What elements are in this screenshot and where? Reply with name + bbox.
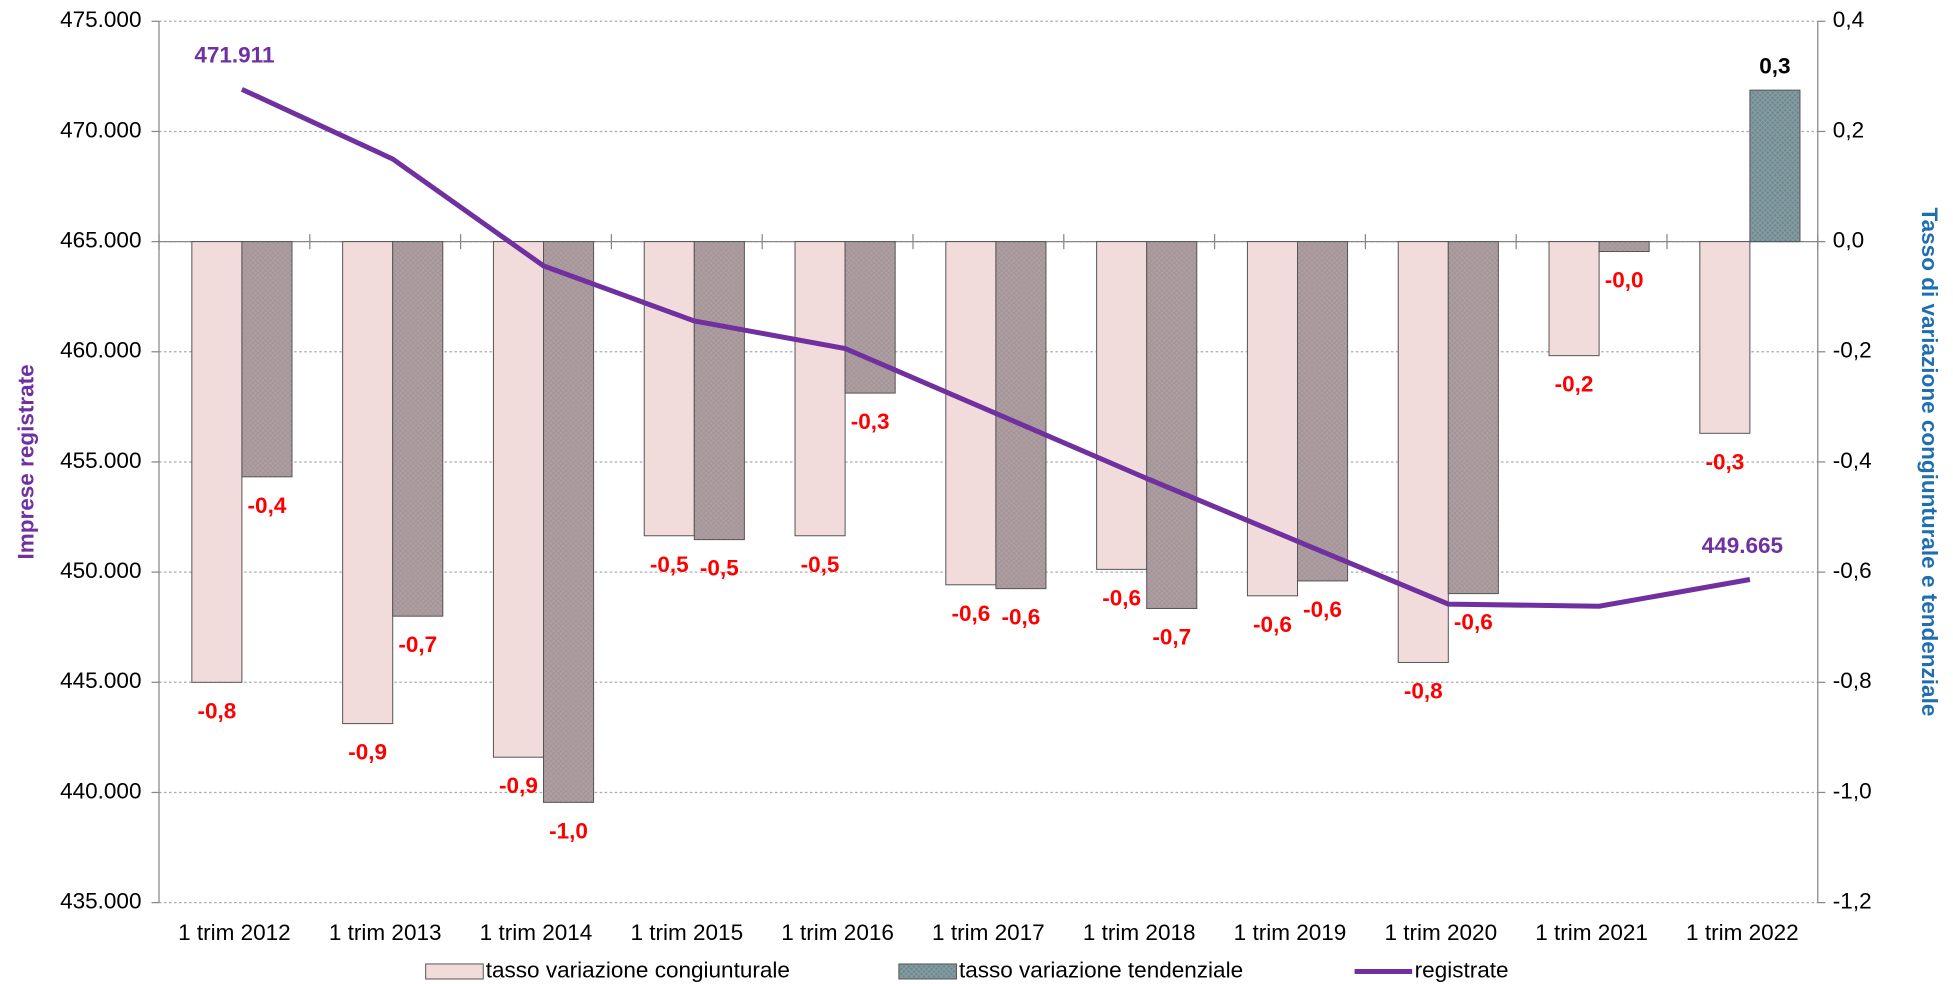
data-label: -0,6 xyxy=(1102,585,1141,610)
y2-tick-label: 0,0 xyxy=(1833,228,1864,253)
y-tick-label: 440.000 xyxy=(60,778,141,803)
line xyxy=(240,87,1751,609)
y-tick-label: 470.000 xyxy=(60,117,141,142)
data-label: -0,5 xyxy=(700,556,739,581)
legend-swatch xyxy=(898,963,957,980)
data-label: -0,6 xyxy=(1454,610,1493,635)
y2-tick-label: -1,2 xyxy=(1833,889,1872,914)
data-label: -0,7 xyxy=(1152,624,1191,649)
legend-swatch xyxy=(425,963,484,980)
data-label: -0,3 xyxy=(851,409,890,434)
y2-tick-label: -0,8 xyxy=(1833,668,1872,693)
bar xyxy=(191,241,243,683)
x-tick-label: 1 trim 2021 xyxy=(1535,920,1648,945)
data-label: -0,2 xyxy=(1555,372,1594,397)
y-tick-label: 475.000 xyxy=(60,7,141,32)
bar xyxy=(1447,241,1499,595)
bar xyxy=(1146,241,1198,609)
data-label: -0,8 xyxy=(1404,678,1443,703)
bar xyxy=(241,241,293,478)
data-label: -0,6 xyxy=(1002,605,1041,630)
y2-tick-label: 0,2 xyxy=(1833,117,1864,142)
bar xyxy=(643,241,695,537)
x-tick-label: 1 trim 2013 xyxy=(329,920,442,945)
x-tick-label: 1 trim 2014 xyxy=(480,920,593,945)
x-tick-label: 1 trim 2019 xyxy=(1234,920,1347,945)
data-label: -0,5 xyxy=(801,552,840,577)
bar xyxy=(342,241,394,725)
legend-label: tasso variazione tendenziale xyxy=(959,957,1243,982)
bar xyxy=(1296,241,1349,582)
y-tick-label: 455.000 xyxy=(60,448,141,473)
bar xyxy=(1699,241,1751,434)
bar xyxy=(1096,241,1148,570)
data-label: 471.911 xyxy=(194,43,274,68)
bar xyxy=(945,241,997,586)
y2-tick-label: -0,2 xyxy=(1833,338,1872,363)
x-tick-label: 1 trim 2012 xyxy=(178,920,291,945)
x-tick-label: 1 trim 2018 xyxy=(1083,920,1196,945)
y-tick-label: 460.000 xyxy=(60,338,141,363)
bar xyxy=(492,241,545,758)
data-label: -0,4 xyxy=(248,493,287,518)
data-label: -0,6 xyxy=(951,601,990,626)
x-tick-label: 1 trim 2016 xyxy=(781,920,894,945)
data-label: -0,7 xyxy=(398,632,437,657)
bar xyxy=(392,241,444,617)
legend-label: registrate xyxy=(1415,957,1509,982)
data-label: -0,9 xyxy=(348,740,387,765)
bar xyxy=(1598,241,1650,253)
bar xyxy=(844,241,896,394)
data-label: -1,0 xyxy=(549,818,588,843)
x-tick-label: 1 trim 2022 xyxy=(1686,920,1799,945)
bar xyxy=(1749,89,1801,243)
x-tick-label: 1 trim 2020 xyxy=(1384,920,1497,945)
bar xyxy=(794,241,846,537)
legend-label: tasso variazione congiunturale xyxy=(486,957,790,982)
y2-tick-label: -0,4 xyxy=(1833,448,1872,473)
y-tick-label: 450.000 xyxy=(60,558,141,583)
data-label: -0,8 xyxy=(197,698,236,723)
data-label: -0,3 xyxy=(1705,449,1744,474)
data-label: 449.665 xyxy=(1702,533,1783,558)
bar xyxy=(1548,241,1600,357)
data-label: -0,0 xyxy=(1605,268,1644,293)
x-tick-label: 1 trim 2017 xyxy=(932,920,1045,945)
bar xyxy=(693,241,745,541)
bar xyxy=(543,241,595,803)
y2-tick-label: -1,0 xyxy=(1833,778,1872,803)
y2-tick-label: -0,6 xyxy=(1833,558,1872,583)
y2-axis-title: Tasso di variazione congiunturale e tend… xyxy=(1917,208,1942,717)
data-label: -0,5 xyxy=(650,552,689,577)
data-label: 0,3 xyxy=(1759,54,1790,79)
y-axis-title: Imprese registrate xyxy=(14,364,39,559)
x-tick-label: 1 trim 2015 xyxy=(630,920,743,945)
y-tick-label: 435.000 xyxy=(60,889,141,914)
y2-tick-label: 0,4 xyxy=(1833,7,1864,32)
data-label: -0,9 xyxy=(499,773,538,798)
bar xyxy=(1246,241,1299,597)
y-tick-label: 445.000 xyxy=(60,668,141,693)
y-tick-label: 465.000 xyxy=(60,228,141,253)
data-label: -0,6 xyxy=(1253,612,1292,637)
data-label: -0,6 xyxy=(1303,597,1342,622)
